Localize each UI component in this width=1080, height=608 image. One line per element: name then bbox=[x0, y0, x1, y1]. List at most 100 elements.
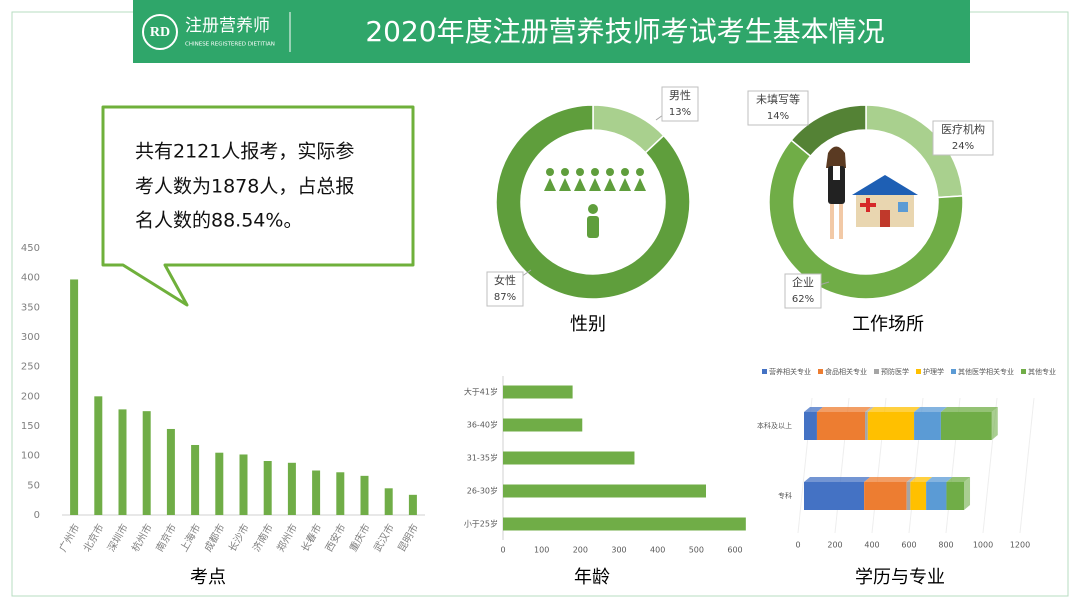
bar bbox=[336, 472, 345, 515]
y-tick-label: 450 bbox=[21, 243, 40, 254]
bar bbox=[503, 418, 583, 432]
bar bbox=[70, 279, 79, 515]
bar bbox=[503, 385, 573, 399]
workplace-icon bbox=[826, 146, 918, 239]
bar bbox=[191, 444, 200, 515]
bar-segment bbox=[926, 482, 947, 510]
legend-swatch bbox=[874, 369, 879, 374]
legend-label: 其他专业 bbox=[1028, 367, 1056, 376]
y-tick-label: 0 bbox=[34, 510, 40, 521]
label-box bbox=[747, 90, 809, 126]
bar bbox=[215, 452, 224, 515]
bar bbox=[118, 409, 127, 515]
x-tick-label: 长沙市 bbox=[225, 522, 251, 554]
bar bbox=[263, 461, 272, 515]
header-title: 2020年度注册营养技师考试考生基本情况 bbox=[365, 15, 884, 48]
y-tick-label: 350 bbox=[21, 302, 40, 313]
x-tick-label: 济南市 bbox=[250, 522, 276, 554]
bar bbox=[287, 462, 296, 515]
x-tick-label: 1000 bbox=[973, 541, 993, 550]
note-line: 考人数为1878人，占总报 bbox=[135, 176, 354, 198]
people-icon bbox=[544, 168, 646, 238]
y-tick-label: 小于25岁 bbox=[464, 519, 498, 529]
bar bbox=[94, 396, 103, 515]
legend-swatch bbox=[818, 369, 823, 374]
bar-side bbox=[964, 477, 971, 510]
x-tick-label: 600 bbox=[727, 546, 742, 555]
x-tick-label: 昆明市 bbox=[395, 522, 421, 554]
segment-top bbox=[946, 477, 971, 482]
x-tick-label: 400 bbox=[650, 546, 665, 555]
value-label: 24% bbox=[952, 141, 974, 152]
donut-slice bbox=[768, 139, 964, 300]
slice-label: 男性 bbox=[669, 88, 691, 102]
label-box bbox=[486, 271, 524, 307]
x-tick-label: 武汉市 bbox=[371, 522, 397, 554]
x-tick-label: 北京市 bbox=[80, 522, 106, 554]
y-tick-label: 200 bbox=[21, 391, 40, 402]
value-label: 62% bbox=[792, 294, 814, 305]
x-tick-label: 0 bbox=[795, 541, 800, 550]
legend-label: 预防医学 bbox=[881, 367, 909, 376]
bar bbox=[142, 411, 151, 515]
x-tick-label: 长春市 bbox=[298, 522, 324, 554]
slice-label: 未填写等 bbox=[756, 92, 800, 106]
x-tick-label: 上海市 bbox=[177, 522, 203, 554]
bar-segment bbox=[864, 482, 907, 510]
y-tick-label: 36-40岁 bbox=[467, 420, 498, 430]
y-tick-label: 400 bbox=[21, 273, 40, 284]
logo-mark: RD bbox=[150, 25, 170, 40]
bar-segment bbox=[946, 482, 965, 510]
x-tick-label: 100 bbox=[534, 546, 549, 555]
y-tick-label: 150 bbox=[21, 421, 40, 432]
segment-top bbox=[910, 477, 933, 482]
x-tick-label: 800 bbox=[938, 541, 953, 550]
bar bbox=[360, 475, 369, 515]
x-tick-label: 成都市 bbox=[201, 522, 227, 554]
bar bbox=[408, 494, 417, 515]
y-tick-label: 专科 bbox=[778, 491, 792, 500]
bar-segment bbox=[816, 412, 866, 440]
y-tick-label: 100 bbox=[21, 451, 40, 462]
segment-top bbox=[865, 407, 874, 412]
x-tick-label: 1200 bbox=[1010, 541, 1030, 550]
chart-title: 考点 bbox=[190, 567, 226, 588]
y-tick-label: 大于41岁 bbox=[464, 387, 498, 397]
x-tick-label: 200 bbox=[827, 541, 842, 550]
segment-top bbox=[867, 407, 921, 412]
bar-segment bbox=[804, 482, 865, 510]
bar-segment bbox=[865, 412, 868, 440]
bar-side bbox=[991, 407, 998, 440]
x-tick-label: 600 bbox=[901, 541, 916, 550]
legend-label: 护理学 bbox=[923, 367, 944, 376]
logo-name: 注册营养师 bbox=[185, 16, 270, 36]
segment-top bbox=[906, 477, 917, 482]
y-tick-label: 31-35岁 bbox=[467, 453, 498, 463]
legend-label: 营养相关专业 bbox=[769, 367, 811, 376]
y-tick-label: 26-30岁 bbox=[467, 486, 498, 496]
donut-slice bbox=[790, 104, 867, 158]
x-tick-label: 重庆市 bbox=[346, 522, 372, 554]
x-tick-label: 300 bbox=[611, 546, 626, 555]
x-tick-label: 深圳市 bbox=[104, 522, 130, 554]
segment-top bbox=[926, 477, 953, 482]
bar-segment bbox=[910, 482, 927, 510]
chart-title: 性别 bbox=[570, 314, 606, 335]
chart-title: 学历与专业 bbox=[855, 567, 945, 588]
slice-label: 企业 bbox=[792, 275, 814, 289]
y-tick-label: 300 bbox=[21, 332, 40, 343]
bar bbox=[503, 517, 746, 531]
legend-label: 食品相关专业 bbox=[825, 367, 867, 376]
legend-swatch bbox=[951, 369, 956, 374]
slice-label: 医疗机构 bbox=[941, 122, 985, 136]
bar bbox=[503, 451, 635, 465]
legend-label: 其他医学相关专业 bbox=[958, 367, 1014, 376]
bar-segment bbox=[906, 482, 911, 510]
bar bbox=[239, 454, 248, 515]
x-tick-label: 杭州市 bbox=[129, 522, 155, 554]
legend-swatch bbox=[1021, 369, 1026, 374]
segment-top bbox=[804, 477, 871, 482]
segment-top bbox=[864, 477, 913, 482]
x-tick-label: 400 bbox=[864, 541, 879, 550]
